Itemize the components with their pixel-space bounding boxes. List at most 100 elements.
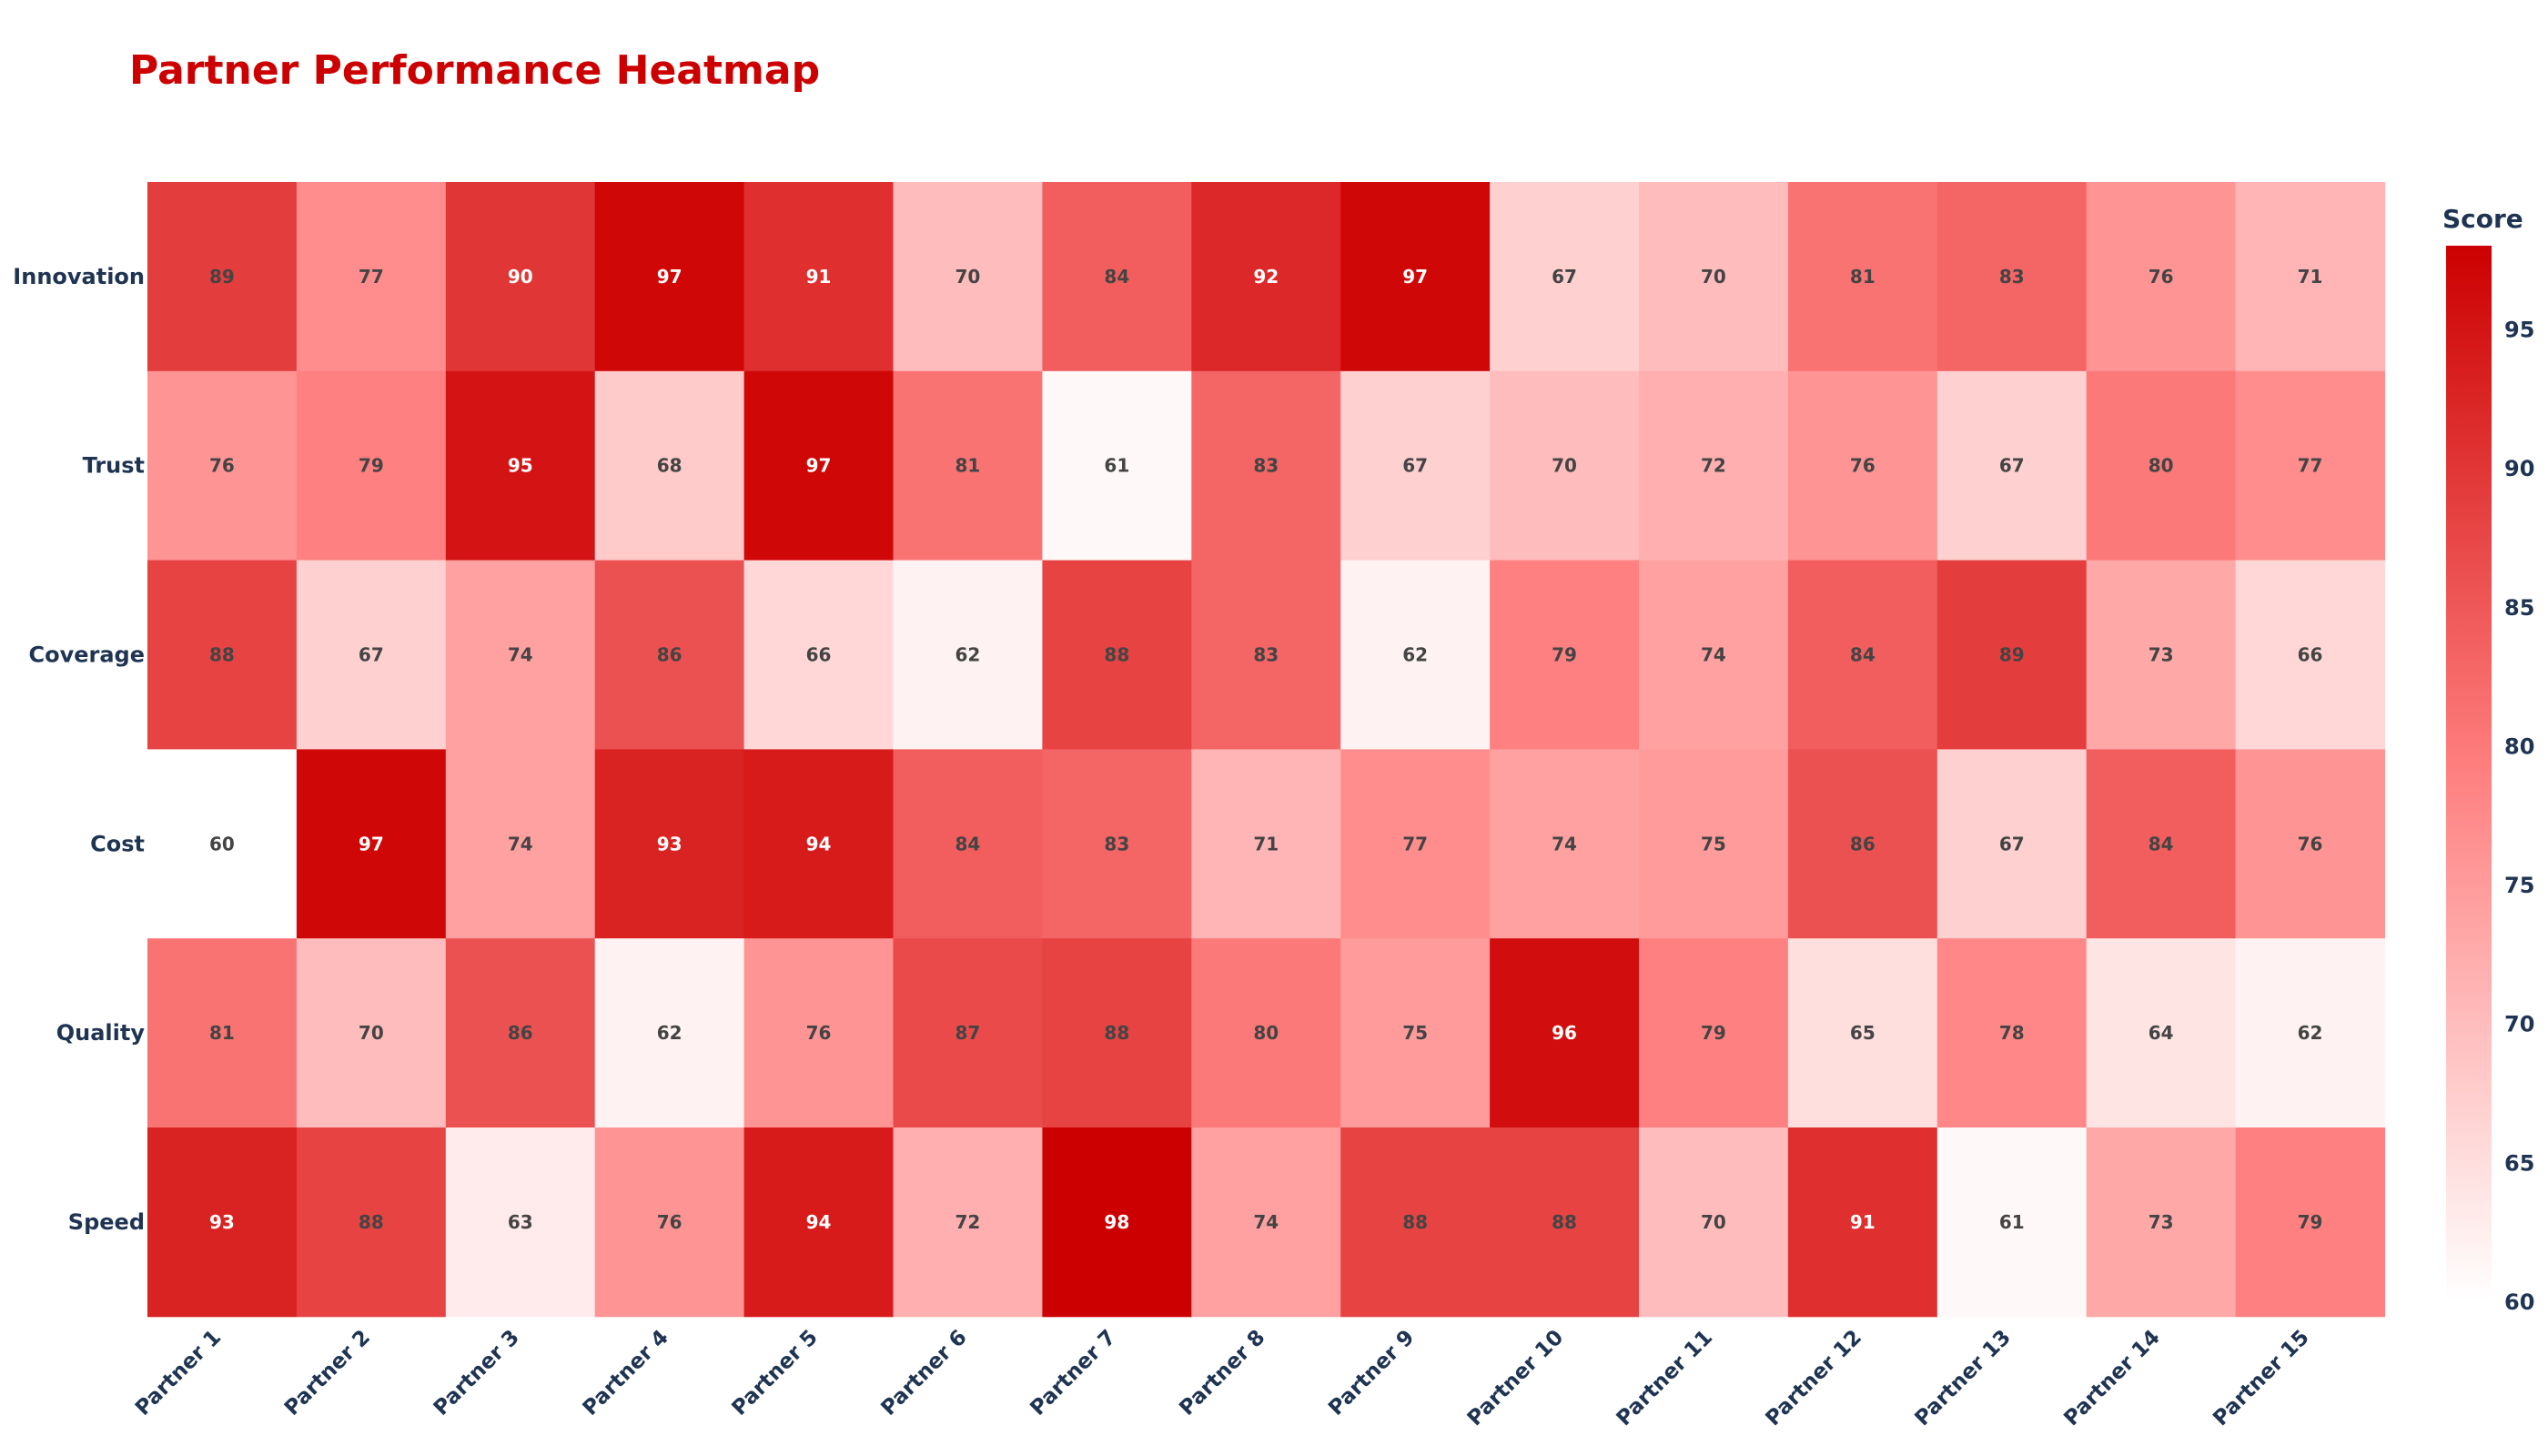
heatmap-cell — [296, 938, 447, 1128]
heatmap-cell — [1042, 370, 1192, 561]
heatmap-cell — [1340, 560, 1491, 750]
cell-value-label: 63 — [508, 1211, 533, 1233]
heatmap-cell — [1490, 749, 1640, 939]
heatmap-cell — [1490, 182, 1640, 372]
cell-value-label: 97 — [1402, 266, 1428, 288]
heatmap-cell — [147, 938, 298, 1128]
cell-value-label: 89 — [209, 266, 235, 288]
cell-value-label: 80 — [1253, 1022, 1279, 1044]
cell-value-label: 81 — [956, 455, 981, 477]
heatmap-cell — [1639, 182, 1789, 372]
heatmap-cell — [1936, 938, 2088, 1128]
heatmap-cell — [743, 560, 894, 750]
cell-value-label: 62 — [956, 644, 981, 666]
colorbar-tick-label: 90 — [2504, 456, 2534, 481]
heatmap-cell — [2086, 370, 2237, 561]
cell-value-label: 70 — [1552, 455, 1577, 477]
cell-value-label: 70 — [1701, 1211, 1726, 1233]
cell-value-label: 76 — [2149, 266, 2174, 288]
heatmap-cell — [147, 182, 298, 372]
x-tick-label: Partner 12 — [1762, 1326, 1867, 1431]
cell-value-label: 76 — [657, 1211, 682, 1233]
cell-value-label: 74 — [1253, 1211, 1279, 1233]
cell-value-label: 67 — [1552, 266, 1577, 288]
cell-value-label: 78 — [1999, 1022, 2025, 1044]
heatmap-cell — [445, 560, 596, 750]
cell-value-label: 95 — [508, 455, 533, 477]
cell-value-label: 76 — [209, 455, 235, 477]
heatmap-cell — [2086, 938, 2237, 1128]
y-tick-label: Quality — [56, 1020, 146, 1046]
heatmap-cell — [594, 560, 745, 750]
colorbar-gradient — [2446, 246, 2492, 1301]
heatmap-cell — [893, 560, 1043, 750]
cell-value-label: 67 — [359, 644, 384, 666]
colorbar-tick-label: 95 — [2504, 318, 2534, 343]
heatmap-cell — [1639, 370, 1789, 561]
heatmap-cell — [147, 560, 298, 750]
heatmap-cell — [1787, 749, 1938, 939]
cell-value-label: 61 — [1999, 1211, 2025, 1233]
y-tick-label: Trust — [83, 453, 145, 479]
cell-value-label: 88 — [359, 1211, 384, 1233]
x-tick-label: Partner 10 — [1463, 1326, 1569, 1431]
heatmap-cell — [2086, 182, 2237, 372]
heatmap-cell — [1191, 560, 1341, 750]
x-tick-label: Partner 6 — [876, 1326, 971, 1421]
x-tick-label: Partner 14 — [2059, 1326, 2165, 1431]
colorbar-title: Score — [2442, 204, 2523, 234]
heatmap-cell — [445, 938, 596, 1128]
cell-value-label: 67 — [1402, 455, 1428, 477]
heatmap-cell — [445, 370, 596, 561]
cell-value-label: 79 — [1552, 644, 1577, 666]
cell-value-label: 67 — [1999, 833, 2025, 854]
cell-value-label: 83 — [1104, 833, 1129, 854]
heatmap-cell — [594, 938, 745, 1128]
cell-value-label: 93 — [209, 1211, 235, 1233]
heatmap-cell — [147, 1127, 298, 1318]
cell-value-label: 74 — [508, 833, 533, 854]
heatmap-cell — [2235, 560, 2385, 750]
heatmap-cell — [1191, 749, 1341, 939]
heatmap-cell — [445, 182, 596, 372]
heatmap-cell — [1787, 1127, 1938, 1318]
cell-value-label: 88 — [209, 644, 235, 666]
chart-title: Partner Performance Heatmap — [129, 47, 821, 94]
heatmap-cell — [1787, 560, 1938, 750]
y-tick-label: Innovation — [13, 264, 145, 289]
cell-value-label: 89 — [1999, 644, 2025, 666]
heatmap-cell — [1639, 1127, 1789, 1318]
y-tick-label: Speed — [68, 1209, 145, 1235]
heatmap-cell — [2086, 1127, 2237, 1318]
x-tick-label: Partner 8 — [1175, 1326, 1269, 1421]
cell-value-label: 73 — [2149, 644, 2174, 666]
cell-value-label: 90 — [508, 266, 533, 288]
heatmap-cell — [147, 749, 298, 939]
heatmap-cell — [893, 1127, 1043, 1318]
cell-value-label: 83 — [1253, 455, 1279, 477]
heatmap-cell — [743, 938, 894, 1128]
cell-value-label: 87 — [956, 1022, 981, 1044]
cell-value-label: 75 — [1402, 1022, 1428, 1044]
heatmap-cell — [1340, 938, 1491, 1128]
cell-value-label: 65 — [1850, 1022, 1876, 1044]
heatmap-cell — [1787, 938, 1938, 1128]
cell-value-label: 72 — [1701, 455, 1726, 477]
colorbar: Score 60 65 70 75 80 85 90 95 — [2442, 204, 2534, 1315]
cell-value-label: 79 — [2298, 1211, 2323, 1233]
y-axis-ticks: Innovation Trust Coverage Cost Quality Speed — [13, 264, 145, 1235]
cell-value-label: 80 — [2149, 455, 2174, 477]
colorbar-tick-label: 70 — [2504, 1012, 2534, 1037]
colorbar-tick-label: 75 — [2504, 873, 2534, 898]
heatmap-cell — [1490, 370, 1640, 561]
heatmap-cell — [296, 1127, 447, 1318]
x-tick-label: Partner 4 — [579, 1326, 673, 1421]
heatmap-cell — [1340, 182, 1491, 372]
heatmap-cell — [2235, 749, 2385, 939]
heatmap-cell — [2086, 749, 2237, 939]
x-tick-label: Partner 5 — [728, 1326, 823, 1421]
heatmap-cell — [147, 370, 298, 561]
heatmap-cell — [296, 560, 447, 750]
x-tick-label: Partner 9 — [1324, 1326, 1419, 1421]
